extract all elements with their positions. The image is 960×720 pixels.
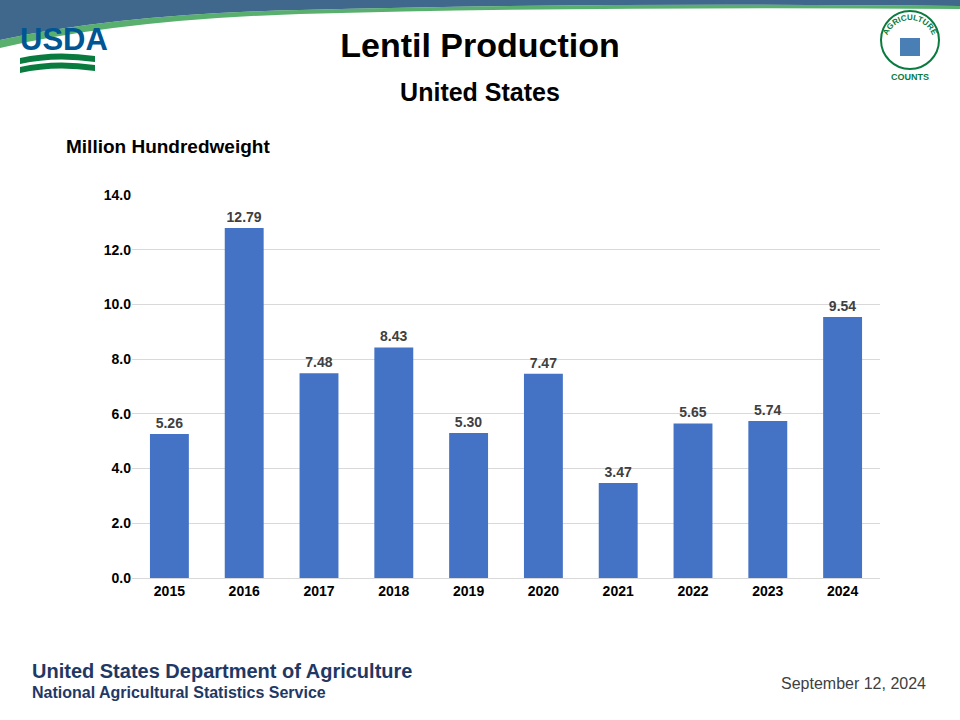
html-text:Million Hundredweight: Million Hundredweight: [66, 136, 270, 157]
svg-text:2023: 2023: [752, 583, 783, 599]
svg-text:5.26: 5.26: [156, 415, 183, 431]
html-text:United States Department of Ag: United States Department of Agriculture: [32, 660, 413, 682]
svg-text:2015: 2015: [154, 583, 185, 599]
html-text:September 12, 2024: September 12, 2024: [781, 675, 926, 692]
svg-text:7.47: 7.47: [530, 355, 557, 371]
svg-text:AGRICULTURE: AGRICULTURE: [881, 13, 939, 37]
svg-text:2021: 2021: [603, 583, 634, 599]
svg-text:0.0: 0.0: [112, 570, 132, 586]
svg-text:2020: 2020: [528, 583, 559, 599]
svg-text:3.47: 3.47: [604, 464, 631, 480]
svg-text:7.48: 7.48: [305, 354, 332, 370]
svg-text:2024: 2024: [827, 583, 858, 599]
svg-text:2022: 2022: [677, 583, 708, 599]
html-text:National Agricultural Statisti: National Agricultural Statistics Service: [32, 684, 326, 701]
svg-text:14.0: 14.0: [104, 187, 131, 203]
svg-text:12.79: 12.79: [227, 209, 262, 225]
svg-text:8.0: 8.0: [112, 351, 132, 367]
svg-text:4.0: 4.0: [112, 460, 132, 476]
svg-text:USDA: USDA: [20, 22, 108, 57]
svg-text:2018: 2018: [378, 583, 409, 599]
svg-text:9.54: 9.54: [829, 298, 856, 314]
svg-text:COUNTS: COUNTS: [891, 72, 929, 82]
html-text:United States: United States: [400, 78, 560, 106]
svg-text:2017: 2017: [303, 583, 334, 599]
svg-text:5.65: 5.65: [679, 404, 706, 420]
svg-text:5.30: 5.30: [455, 414, 482, 430]
svg-text:12.0: 12.0: [104, 242, 131, 258]
svg-text:2016: 2016: [229, 583, 260, 599]
svg-text:8.43: 8.43: [380, 328, 407, 344]
svg-text:10.0: 10.0: [104, 296, 131, 312]
svg-text:2.0: 2.0: [112, 515, 132, 531]
svg-text:6.0: 6.0: [112, 406, 132, 422]
svg-text:2019: 2019: [453, 583, 484, 599]
svg-text:5.74: 5.74: [754, 402, 781, 418]
html-text:Lentil Production: Lentil Production: [340, 26, 620, 64]
